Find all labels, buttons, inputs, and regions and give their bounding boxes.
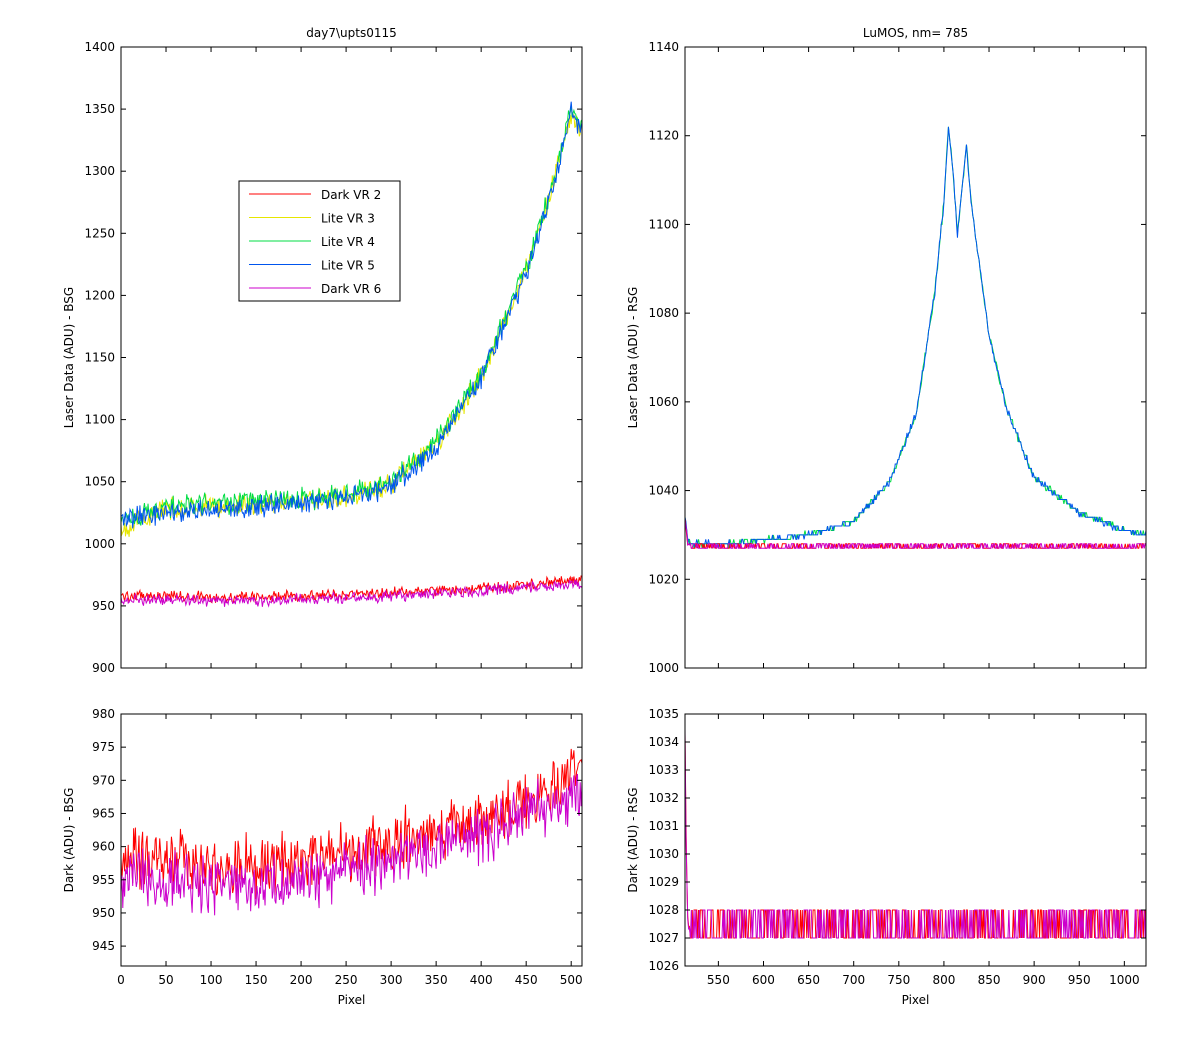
y-tick-label: 1026 [648,959,679,973]
chart-title: day7\upts0115 [306,26,396,40]
y-tick-label: 1150 [84,351,115,365]
y-tick-label: 955 [92,873,115,887]
series-line-dark-vr-2 [685,734,1146,939]
y-tick-label: 1000 [648,661,679,675]
panel-laser-rsg: 1000 1020 1040 1060 1080 1100 1120 1140 LuMOS, n… [626,26,1147,675]
y-tick-label: 1120 [648,129,679,143]
x-tick-label: 200 [290,973,313,987]
chart-title: LuMOS, nm= 785 [863,26,968,40]
axes-frame [684,713,1147,967]
axes-frame [120,713,583,967]
x-tick-label: 1000 [1109,973,1140,987]
y-tick-label: 1031 [648,819,679,833]
y-tick-label: 975 [92,740,115,754]
y-tick-label: 1033 [648,763,679,777]
x-tick-label: 100 [200,973,223,987]
y-tick-label: 1140 [648,40,679,54]
legend-entry: Dark VR 6 [321,282,381,296]
y-tick-label: 980 [92,707,115,721]
y-tick-label: 1400 [84,40,115,54]
y-tick-label: 1250 [84,226,115,240]
x-tick-label: 350 [425,973,448,987]
x-tick-label: 650 [797,973,820,987]
x-axis-label: Pixel [338,993,366,1007]
legend: Dark VR 2 Lite VR 3 Lite VR 4 Lite VR 5 Dark… [238,180,401,302]
y-tick-label: 1035 [648,707,679,721]
x-tick-label: 700 [842,973,865,987]
y-tick-label: 1100 [648,217,679,231]
series-line-lite-vr-4 [121,104,582,526]
y-tick-label: 1050 [84,475,115,489]
y-axis-label: Laser Data (ADU) - BSG [62,287,76,428]
y-tick-label: 965 [92,806,115,820]
panel-dark-bsg: 945 950 955 960 965 970 975 980 0 50 100 150 200 250 3… [62,707,583,1007]
series-line-dark-vr-6 [685,519,1146,549]
series-group [121,101,582,608]
y-tick-label: 970 [92,773,115,787]
y-tick-label: 1300 [84,164,115,178]
panel-laser-bsg: 900 950 1000 1050 1100 1150 1200 1250 1300 1350 14… [62,26,583,675]
y-tick-label: 960 [92,840,115,854]
series-line-lite-vr-3 [121,111,582,537]
y-axis-label: Dark (ADU) - BSG [62,788,76,893]
y-axis-label: Dark (ADU) - RSG [626,787,640,892]
y-tick-label: 1028 [648,903,679,917]
y-tick-label: 1020 [648,572,679,586]
series-line-dark-vr-6 [121,773,582,916]
y-tick-label: 1030 [648,847,679,861]
y-tick-label: 900 [92,661,115,675]
x-tick-label: 250 [335,973,358,987]
y-tick-label: 1200 [84,288,115,302]
x-tick-label: 850 [978,973,1001,987]
y-tick-label: 1000 [84,537,115,551]
y-tick-label: 1100 [84,413,115,427]
x-tick-label: 500 [560,973,583,987]
y-tick-label: 950 [92,906,115,920]
x-tick-label: 900 [1023,973,1046,987]
series-group [121,748,582,916]
y-axis-label: Laser Data (ADU) - RSG [626,287,640,429]
series-line-lite-vr-5 [685,126,1146,549]
series-line-dark-vr-2 [121,748,582,900]
y-tick-label: 1029 [648,875,679,889]
y-tick-label: 1080 [648,306,679,320]
y-tick-label: 1034 [648,735,679,749]
y-tick-label: 1027 [648,931,679,945]
series-line-dark-vr-6 [121,579,582,608]
series-line-dark-vr-2 [121,575,582,604]
series-group [685,728,1146,939]
axes-frame [684,46,1147,669]
panel-dark-rsg: 1026 1027 1028 1029 1030 1031 1032 1033 1034 1035… [626,707,1147,1007]
legend-entry: Lite VR 3 [321,212,375,226]
series-line-lite-vr-4 [685,126,1146,549]
x-tick-label: 950 [1068,973,1091,987]
y-tick-label: 1060 [648,395,679,409]
legend-entry: Dark VR 2 [321,188,381,202]
x-tick-label: 300 [380,973,403,987]
x-tick-label: 400 [470,973,493,987]
x-tick-label: 750 [887,973,910,987]
axes-frame [120,46,583,669]
x-tick-label: 800 [932,973,955,987]
x-tick-label: 600 [752,973,775,987]
y-tick-label: 1032 [648,791,679,805]
series-line-dark-vr-6 [685,728,1146,939]
legend-entry: Lite VR 5 [321,259,375,273]
x-tick-label: 150 [245,973,268,987]
x-tick-label: 550 [707,973,730,987]
y-tick-label: 950 [92,599,115,613]
x-tick-label: 0 [117,973,125,987]
y-tick-label: 1040 [648,484,679,498]
legend-entry: Lite VR 4 [321,235,375,249]
series-group [685,126,1146,549]
x-tick-label: 50 [158,973,173,987]
x-axis-label: Pixel [902,993,930,1007]
y-tick-label: 945 [92,939,115,953]
x-tick-label: 450 [515,973,538,987]
series-line-lite-vr-5 [121,101,582,529]
y-tick-label: 1350 [84,102,115,116]
